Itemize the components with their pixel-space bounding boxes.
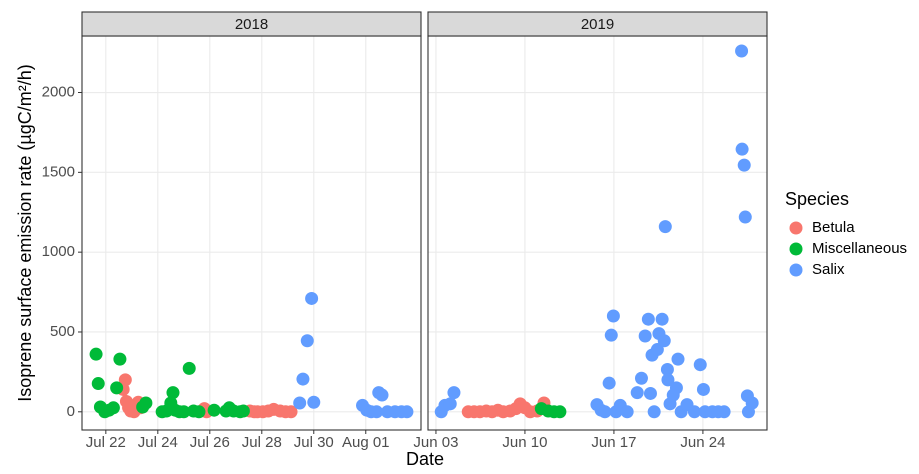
data-point <box>655 312 669 326</box>
data-point <box>118 373 132 387</box>
legend-label: Salix <box>812 261 845 278</box>
data-point <box>602 376 616 390</box>
x-tick-label: Jun 24 <box>680 434 725 451</box>
data-point <box>166 386 180 400</box>
data-point <box>305 291 319 305</box>
data-point <box>660 362 674 376</box>
data-point <box>110 381 124 395</box>
x-tick-label: Jun 17 <box>591 434 636 451</box>
panel-background <box>428 36 767 430</box>
legend-label: Miscellaneous <box>812 240 907 257</box>
x-tick-label: Jul 30 <box>294 434 334 451</box>
legend-marker <box>789 263 803 277</box>
data-point <box>177 405 191 419</box>
x-axis-title: Date <box>406 449 444 469</box>
x-tick-label: Jul 24 <box>138 434 178 451</box>
data-point <box>735 142 749 156</box>
data-point <box>598 405 612 419</box>
data-point <box>735 44 749 58</box>
data-point <box>89 347 103 361</box>
data-point <box>650 343 664 357</box>
legend-marker <box>789 242 803 256</box>
x-tick-label: Jun 03 <box>413 434 458 451</box>
data-point <box>696 382 710 396</box>
x-tick-label: Jul 28 <box>242 434 282 451</box>
data-point <box>284 405 298 419</box>
y-tick-label: 1500 <box>42 163 75 180</box>
data-point <box>307 395 321 409</box>
data-point <box>375 388 389 402</box>
x-tick-label: Jul 26 <box>190 434 230 451</box>
data-point <box>657 334 671 348</box>
y-tick-label: 1000 <box>42 243 75 260</box>
legend-label: Betula <box>812 219 855 236</box>
data-point <box>643 386 657 400</box>
facet-strip <box>427 11 768 37</box>
x-tick-label: Aug 01 <box>342 434 390 451</box>
facet-strip <box>81 11 422 37</box>
data-point <box>647 405 661 419</box>
data-point <box>106 401 120 415</box>
data-point <box>620 405 634 419</box>
data-point <box>400 405 414 419</box>
data-point <box>91 377 105 391</box>
data-point <box>296 372 310 386</box>
data-point <box>553 405 567 419</box>
data-point <box>641 312 655 326</box>
panel-background <box>82 36 421 430</box>
y-tick-label: 2000 <box>42 83 75 100</box>
data-point <box>669 381 683 395</box>
y-tick-label: 0 <box>67 403 75 420</box>
legend-marker <box>789 221 803 235</box>
x-tick-label: Jul 22 <box>86 434 126 451</box>
data-point <box>745 396 759 410</box>
data-point <box>693 358 707 372</box>
x-tick-label: Jun 10 <box>502 434 547 451</box>
data-point <box>370 405 384 419</box>
data-point <box>182 361 196 375</box>
data-point <box>658 220 672 234</box>
data-point <box>447 386 461 400</box>
data-point <box>192 405 206 419</box>
data-point <box>737 158 751 172</box>
data-point <box>443 397 457 411</box>
data-point <box>717 405 731 419</box>
data-point <box>671 352 685 366</box>
data-point <box>113 352 127 366</box>
data-point <box>630 386 644 400</box>
data-point <box>236 404 250 418</box>
data-point <box>638 329 652 343</box>
facet-title: 2018 <box>235 16 268 33</box>
y-tick-label: 500 <box>50 323 75 340</box>
data-point <box>139 396 153 410</box>
facet-title: 2019 <box>581 16 614 33</box>
data-point <box>634 371 648 385</box>
data-point <box>606 309 620 323</box>
data-point <box>207 403 221 417</box>
data-point <box>604 328 618 342</box>
data-point <box>687 405 701 419</box>
y-axis-title: Isoprene surface emission rate (µgC/m²/h… <box>15 64 35 402</box>
data-point <box>293 396 307 410</box>
legend-title: Species <box>785 189 849 209</box>
data-point <box>661 373 675 387</box>
data-point <box>738 210 752 224</box>
data-point <box>300 334 314 348</box>
